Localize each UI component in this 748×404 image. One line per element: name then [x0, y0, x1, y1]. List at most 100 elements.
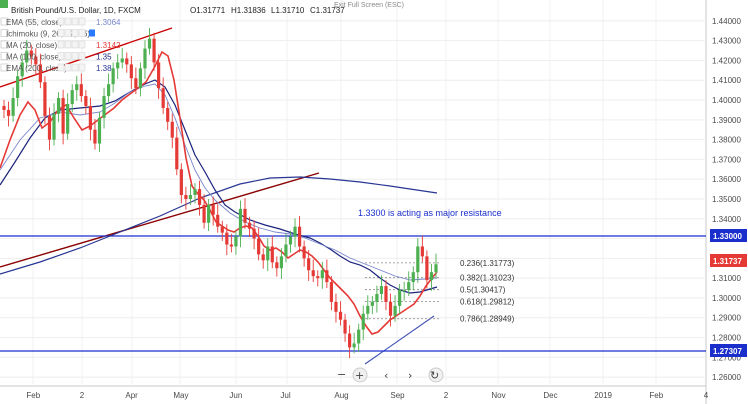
candle-body[interactable] [97, 117, 102, 144]
zoom-in-button[interactable]: + [355, 369, 364, 382]
legend-control-icon[interactable] [71, 29, 79, 37]
candle-body[interactable] [425, 256, 429, 281]
legend-control-icon[interactable] [78, 29, 86, 37]
candle-body[interactable] [175, 137, 179, 170]
candle-body[interactable] [47, 115, 52, 140]
candle-body[interactable] [297, 226, 302, 247]
candle-body[interactable] [293, 226, 297, 237]
legend-control-icon[interactable] [57, 40, 65, 49]
candle-body[interactable] [243, 208, 247, 223]
candle-body[interactable] [384, 286, 388, 302]
zoom-out-button[interactable]: − [337, 368, 346, 381]
legend-control-icon[interactable] [57, 52, 65, 60]
candle-body[interactable] [270, 246, 274, 263]
candle-body[interactable] [220, 226, 224, 233]
candle-body[interactable] [43, 82, 47, 116]
candle-body[interactable] [170, 121, 174, 138]
candle-body[interactable] [288, 236, 293, 245]
legend-control-icon[interactable] [78, 63, 86, 72]
candle-body[interactable] [134, 78, 138, 89]
candle-body[interactable] [211, 204, 215, 215]
legend-eye-icon[interactable] [0, 52, 9, 60]
legend-control-icon[interactable] [71, 17, 79, 26]
candle-body[interactable] [202, 204, 206, 223]
candle-body[interactable] [6, 109, 11, 116]
candle-body[interactable] [334, 301, 338, 312]
legend-control-icon[interactable] [57, 29, 65, 37]
candle-body[interactable] [61, 98, 65, 134]
candle-body[interactable] [234, 236, 238, 247]
exit-fullscreen-hint[interactable]: Exit Full Screen (ESC) [334, 2, 404, 9]
candle-body[interactable] [302, 246, 306, 259]
candle-body[interactable] [34, 56, 38, 65]
candle-body[interactable] [52, 113, 56, 140]
candle-body[interactable] [238, 208, 243, 237]
candle-body[interactable] [29, 50, 33, 57]
candle-body[interactable] [257, 238, 261, 255]
candle-body[interactable] [188, 195, 193, 199]
legend-control-icon[interactable] [64, 17, 72, 26]
collapse-icon[interactable] [0, 0, 8, 8]
candle-body[interactable] [79, 84, 83, 97]
candle-body[interactable] [161, 88, 165, 108]
candle-body[interactable] [20, 62, 24, 77]
legend-control-icon[interactable] [57, 63, 65, 72]
candle-body[interactable] [416, 246, 420, 273]
candle-body[interactable] [434, 264, 438, 273]
candle-body[interactable] [379, 286, 384, 294]
reset-circle[interactable] [428, 367, 444, 383]
candle-body[interactable] [16, 76, 20, 99]
candle-body[interactable] [225, 232, 229, 245]
candle-body[interactable] [166, 107, 170, 122]
candle-body[interactable] [402, 290, 406, 292]
candle-body[interactable] [184, 195, 188, 199]
candle-body[interactable] [279, 256, 283, 269]
candle-body[interactable] [147, 38, 152, 49]
candle-body[interactable] [252, 228, 256, 239]
scroll-back-icon[interactable]: ‹ [384, 369, 388, 382]
legend-control-icon[interactable] [71, 52, 79, 60]
candle-body[interactable] [361, 313, 365, 330]
legend-control-icon[interactable] [64, 40, 72, 49]
legend-control-icon[interactable] [71, 63, 79, 72]
indicator-legend[interactable]: EMA (55, close) 1.3064 Ichimoku (9, 26, 52… [0, 17, 121, 73]
legend-eye-icon[interactable] [0, 40, 9, 49]
candle-body[interactable] [320, 270, 324, 279]
candle-body[interactable] [56, 98, 61, 114]
candle-body[interactable] [338, 311, 343, 320]
candle-body[interactable] [197, 189, 202, 205]
legend-control-icon[interactable] [71, 40, 79, 49]
candle-body[interactable] [116, 62, 120, 69]
candle-body[interactable] [284, 244, 288, 257]
legend-control-icon[interactable] [78, 17, 86, 26]
candle-body[interactable] [316, 276, 320, 279]
legend-eye-icon[interactable] [0, 63, 9, 72]
candle-body[interactable] [93, 129, 97, 144]
scroll-forward-icon[interactable]: › [408, 369, 412, 382]
august-support-trendline[interactable] [364, 315, 435, 365]
candle-body[interactable] [125, 58, 129, 65]
candle-body[interactable] [88, 105, 92, 130]
diagonal-support-trendline[interactable] [0, 172, 320, 268]
candle-body[interactable] [179, 169, 183, 196]
candle-body[interactable] [216, 214, 220, 227]
legend-control-icon[interactable] [64, 29, 72, 37]
legend-control-icon[interactable] [64, 63, 72, 72]
candle-body[interactable] [25, 50, 29, 63]
legend-eye-icon[interactable] [0, 29, 9, 37]
candle-body[interactable] [129, 64, 133, 79]
candle-body[interactable] [207, 204, 211, 223]
candle-body[interactable] [66, 103, 70, 134]
candle-body[interactable] [398, 290, 402, 306]
candle-body[interactable] [102, 96, 106, 118]
legend-control-icon[interactable] [64, 52, 72, 60]
candle-body[interactable] [370, 301, 374, 306]
candle-body[interactable] [352, 343, 356, 348]
candle-body[interactable] [106, 84, 111, 97]
legend-eye-icon[interactable] [0, 17, 9, 26]
candle-body[interactable] [307, 258, 311, 271]
upper-trendline[interactable] [0, 27, 173, 88]
candle-body[interactable] [275, 262, 279, 269]
candle-body[interactable] [429, 272, 434, 281]
